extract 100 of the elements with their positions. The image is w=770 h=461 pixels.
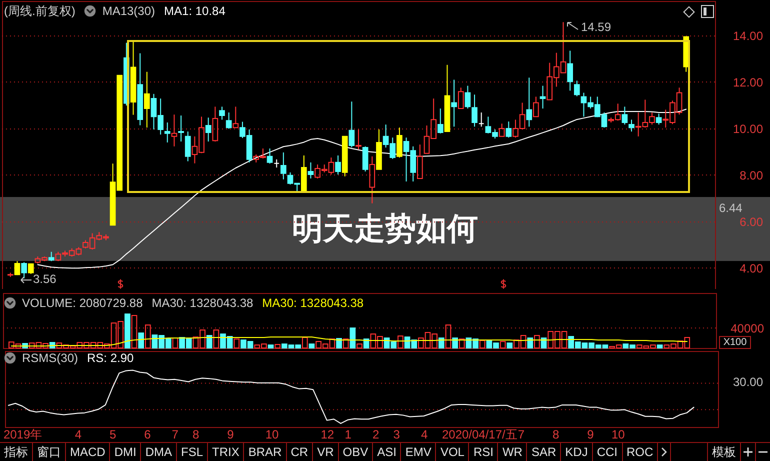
x-tick-label: 1 — [344, 428, 352, 442]
bar — [342, 338, 349, 348]
bar — [131, 315, 138, 348]
candlestick — [144, 71, 150, 128]
bar — [234, 338, 240, 348]
series-label: RS: 2.90 — [87, 351, 134, 365]
bar — [534, 335, 540, 348]
text: CCI — [592, 443, 622, 461]
bar — [172, 338, 178, 348]
y-tick-label: 14.00 — [732, 29, 764, 44]
bar — [506, 342, 513, 348]
bar — [308, 344, 315, 348]
legend-title: MA13(30) — [102, 4, 156, 18]
y-tick-label: 8.00 — [740, 168, 764, 183]
text: EMV — [401, 443, 436, 461]
bar — [124, 314, 130, 348]
bar — [350, 328, 356, 348]
x-tick-label: 2 — [372, 428, 380, 442]
x-tick-label: 4 — [74, 428, 82, 442]
text: 窗口 — [33, 443, 66, 461]
text: VR — [313, 443, 339, 461]
text: VOL — [436, 443, 470, 461]
text: DMI — [110, 443, 142, 461]
x-tick-label: 12 — [320, 428, 334, 442]
candlestick — [567, 50, 574, 92]
chart-subtitle: MA30: 1328043.38 — [152, 296, 254, 310]
y-tick-label: 40000 — [730, 321, 764, 336]
bar — [138, 332, 144, 348]
bar — [206, 335, 212, 348]
bar — [438, 338, 444, 348]
candlestick — [130, 41, 136, 116]
candlestick — [184, 131, 191, 162]
text: WR — [498, 443, 528, 461]
annotation: 3.56 — [33, 272, 56, 286]
text: 模板 — [708, 443, 741, 461]
chart-title: RSMS(30) — [22, 351, 78, 365]
bar — [213, 330, 220, 348]
bar — [398, 336, 404, 348]
text: MA30: 1328043.38 — [262, 296, 364, 310]
candlestick — [171, 114, 178, 147]
text: ASI — [373, 443, 402, 461]
x-tick-label: 9 — [227, 428, 234, 442]
candlestick — [178, 115, 184, 142]
candlestick — [164, 122, 170, 143]
y-axis-title: X100 — [719, 336, 751, 349]
x-tick-label: 2020/04/17/五 — [442, 428, 518, 442]
chart-subtitle: (周线.前复权) — [4, 4, 76, 18]
chart-title: VOLUME: 2080729.88 — [22, 296, 143, 310]
x-tick-label: 3 — [393, 428, 400, 442]
bar — [452, 338, 458, 348]
x-tick-label: 5 — [109, 428, 116, 442]
text: OBV — [338, 443, 374, 461]
text: MA1: 10.84 — [164, 4, 226, 18]
text: DMA — [141, 443, 178, 461]
text: KDJ — [561, 443, 593, 461]
x-tick-label: 4 — [420, 428, 428, 442]
text: 6.44 — [719, 201, 742, 215]
annotation: 14.59 — [581, 20, 612, 34]
candlestick — [137, 52, 144, 126]
x-tick-label: 7 — [518, 428, 525, 442]
bar — [527, 338, 534, 348]
bar — [445, 324, 452, 348]
text: RSI — [469, 443, 498, 461]
bar — [458, 338, 465, 348]
bar — [500, 341, 506, 348]
candlestick — [451, 79, 457, 128]
text: MACD — [66, 443, 110, 461]
text: 指标 — [0, 443, 33, 461]
bar — [268, 344, 274, 348]
y-tick-label: 6.00 — [740, 214, 764, 229]
candlestick — [356, 128, 362, 150]
bar — [274, 344, 281, 348]
text: FSL — [177, 443, 208, 461]
text: ROC — [622, 443, 658, 461]
text: 30.00 — [732, 375, 763, 389]
bar — [656, 344, 663, 348]
text: CR — [286, 443, 314, 461]
y-tick-label: 10.00 — [732, 122, 764, 136]
x-tick-label: 10 — [265, 428, 280, 442]
candlestick — [369, 156, 376, 204]
candlestick — [526, 77, 532, 128]
x-tick-label: 7 — [172, 428, 179, 442]
x-tick-label: 2019年 — [3, 428, 42, 442]
bar — [302, 337, 308, 348]
x-tick-label: 6 — [144, 428, 152, 442]
text: BRAR — [244, 443, 287, 461]
candlestick — [280, 152, 286, 180]
bar — [356, 344, 362, 348]
candlestick — [205, 117, 212, 142]
text: TRIX — [208, 443, 244, 461]
x-tick-label: 8 — [192, 428, 200, 442]
x-tick-label: 8 — [552, 428, 560, 442]
candlestick — [540, 85, 546, 110]
x-tick-label: 9 — [587, 428, 594, 442]
y-tick-label: 4.00 — [740, 261, 764, 276]
bar — [479, 340, 486, 348]
x-tick-label: 10 — [611, 428, 626, 442]
bar — [144, 324, 151, 348]
text: SAR — [527, 443, 562, 461]
y-tick-label: 12.00 — [732, 76, 764, 90]
